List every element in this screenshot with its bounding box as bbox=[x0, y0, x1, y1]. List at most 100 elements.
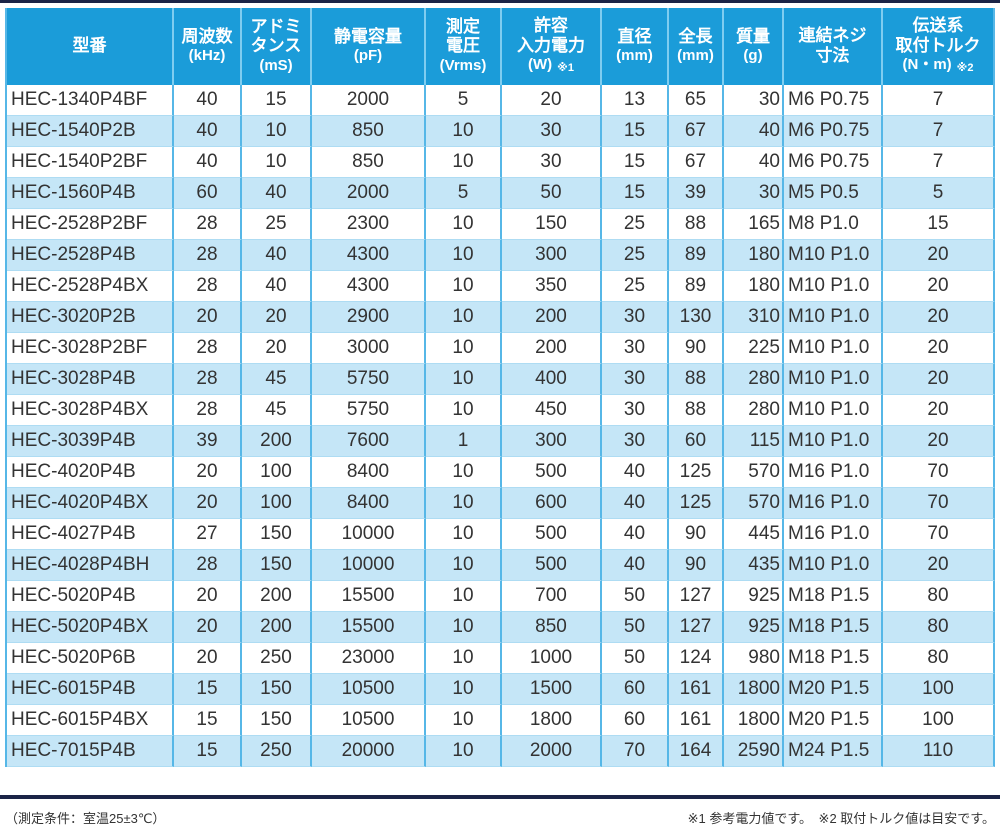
column-label: 型番 bbox=[72, 35, 107, 55]
cell-frequency: 28 bbox=[174, 333, 242, 364]
table-row: HEC-2528P2BF 28 25 2300 10 150 25 88 165 M8 P1.0 1… bbox=[7, 209, 995, 240]
cell-mass: 40 bbox=[724, 147, 784, 178]
cell-length: 125 bbox=[669, 488, 724, 519]
cell-torque: 20 bbox=[883, 240, 995, 271]
cell-torque: 20 bbox=[883, 333, 995, 364]
column-label: 静電容量 bbox=[334, 26, 402, 46]
cell-diameter: 30 bbox=[602, 302, 669, 333]
cell-mass: 925 bbox=[724, 612, 784, 643]
cell-power: 150 bbox=[502, 209, 602, 240]
cell-voltage: 10 bbox=[426, 736, 502, 767]
cell-torque: 20 bbox=[883, 364, 995, 395]
cell-torque: 20 bbox=[883, 426, 995, 457]
table-row: HEC-1340P4BF 40 15 2000 5 20 13 65 30 M6 P0.75 7 bbox=[7, 85, 995, 116]
cell-diameter: 25 bbox=[602, 240, 669, 271]
cell-power: 200 bbox=[502, 333, 602, 364]
cell-torque: 7 bbox=[883, 116, 995, 147]
cell-mass: 180 bbox=[724, 240, 784, 271]
cell-power: 500 bbox=[502, 457, 602, 488]
cell-length: 39 bbox=[669, 178, 724, 209]
column-header-admittance: アドミ タンス (mS) bbox=[242, 8, 312, 85]
cell-frequency: 28 bbox=[174, 395, 242, 426]
cell-screw: M10 P1.0 bbox=[784, 333, 883, 364]
top-divider-rule bbox=[0, 0, 1000, 3]
cell-length: 130 bbox=[669, 302, 724, 333]
cell-diameter: 50 bbox=[602, 612, 669, 643]
table-row: HEC-3039P4B 39 200 7600 1 300 30 60 115 M10 P1.0 2… bbox=[7, 426, 995, 457]
cell-voltage: 10 bbox=[426, 674, 502, 705]
cell-screw: M16 P1.0 bbox=[784, 457, 883, 488]
column-header-voltage: 測定 電圧 (Vrms) bbox=[426, 8, 502, 85]
cell-capacitance: 4300 bbox=[312, 271, 426, 302]
cell-voltage: 10 bbox=[426, 364, 502, 395]
cell-frequency: 28 bbox=[174, 209, 242, 240]
cell-power: 350 bbox=[502, 271, 602, 302]
cell-power: 1000 bbox=[502, 643, 602, 674]
cell-diameter: 60 bbox=[602, 705, 669, 736]
cell-capacitance: 850 bbox=[312, 116, 426, 147]
cell-torque: 20 bbox=[883, 302, 995, 333]
cell-length: 90 bbox=[669, 519, 724, 550]
cell-power: 700 bbox=[502, 581, 602, 612]
cell-diameter: 60 bbox=[602, 674, 669, 705]
cell-capacitance: 10000 bbox=[312, 519, 426, 550]
column-unit: (pF) bbox=[353, 47, 383, 65]
cell-capacitance: 15500 bbox=[312, 612, 426, 643]
cell-frequency: 28 bbox=[174, 364, 242, 395]
cell-model: HEC-3028P4B bbox=[7, 364, 174, 395]
cell-mass: 40 bbox=[724, 116, 784, 147]
cell-frequency: 15 bbox=[174, 705, 242, 736]
cell-torque: 15 bbox=[883, 209, 995, 240]
table-row: HEC-5020P6B 20 250 23000 10 1000 50 124 980 M18 P… bbox=[7, 643, 995, 674]
cell-torque: 70 bbox=[883, 519, 995, 550]
cell-admittance: 150 bbox=[242, 519, 312, 550]
column-unit: (W) ※1 bbox=[528, 56, 574, 75]
cell-voltage: 10 bbox=[426, 581, 502, 612]
cell-mass: 165 bbox=[724, 209, 784, 240]
cell-screw: M6 P0.75 bbox=[784, 116, 883, 147]
cell-frequency: 15 bbox=[174, 674, 242, 705]
cell-voltage: 10 bbox=[426, 705, 502, 736]
cell-capacitance: 23000 bbox=[312, 643, 426, 674]
cell-voltage: 10 bbox=[426, 488, 502, 519]
cell-voltage: 1 bbox=[426, 426, 502, 457]
cell-model: HEC-3028P2BF bbox=[7, 333, 174, 364]
cell-mass: 30 bbox=[724, 85, 784, 116]
cell-screw: M10 P1.0 bbox=[784, 271, 883, 302]
cell-admittance: 20 bbox=[242, 302, 312, 333]
cell-power: 1800 bbox=[502, 705, 602, 736]
cell-torque: 20 bbox=[883, 550, 995, 581]
table-row: HEC-3020P2B 20 20 2900 10 200 30 130 310 M10 P1.0… bbox=[7, 302, 995, 333]
cell-diameter: 15 bbox=[602, 116, 669, 147]
cell-frequency: 20 bbox=[174, 643, 242, 674]
cell-screw: M6 P0.75 bbox=[784, 85, 883, 116]
cell-length: 65 bbox=[669, 85, 724, 116]
cell-admittance: 25 bbox=[242, 209, 312, 240]
cell-voltage: 10 bbox=[426, 271, 502, 302]
cell-capacitance: 8400 bbox=[312, 488, 426, 519]
footnotes: （測定条件：室温25±3℃） ※1 参考電力値です。 ※2 取付トルク値は目安で… bbox=[5, 808, 995, 827]
table-row: HEC-4027P4B 27 150 10000 10 500 40 90 445 M16 P1.… bbox=[7, 519, 995, 550]
cell-capacitance: 2000 bbox=[312, 85, 426, 116]
column-label: 質量 bbox=[736, 26, 770, 46]
cell-screw: M10 P1.0 bbox=[784, 550, 883, 581]
column-header-length: 全長 (mm) bbox=[669, 8, 724, 85]
cell-model: HEC-4020P4BX bbox=[7, 488, 174, 519]
cell-length: 89 bbox=[669, 240, 724, 271]
cell-length: 161 bbox=[669, 705, 724, 736]
cell-frequency: 27 bbox=[174, 519, 242, 550]
cell-torque: 20 bbox=[883, 395, 995, 426]
cell-model: HEC-5020P6B bbox=[7, 643, 174, 674]
cell-screw: M10 P1.0 bbox=[784, 426, 883, 457]
column-label: 周波数 bbox=[181, 26, 233, 46]
column-header-frequency: 周波数 (kHz) bbox=[174, 8, 242, 85]
column-header-diameter: 直径 (mm) bbox=[602, 8, 669, 85]
cell-screw: M24 P1.5 bbox=[784, 736, 883, 767]
column-header-capacitance: 静電容量 (pF) bbox=[312, 8, 426, 85]
column-unit: (Vrms) bbox=[439, 56, 487, 74]
cell-screw: M8 P1.0 bbox=[784, 209, 883, 240]
cell-model: HEC-3028P4BX bbox=[7, 395, 174, 426]
cell-mass: 1800 bbox=[724, 674, 784, 705]
cell-power: 200 bbox=[502, 302, 602, 333]
cell-voltage: 10 bbox=[426, 457, 502, 488]
